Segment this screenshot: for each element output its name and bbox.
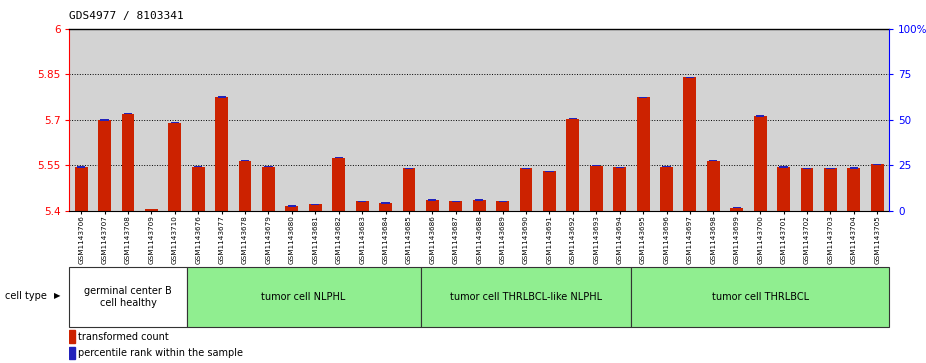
Bar bbox=[420, 267, 632, 327]
Bar bbox=[77, 166, 85, 167]
Bar bbox=[356, 201, 369, 211]
Bar bbox=[239, 160, 252, 211]
Bar bbox=[452, 201, 460, 202]
Bar bbox=[519, 168, 532, 211]
Bar bbox=[69, 347, 75, 359]
Bar bbox=[101, 119, 108, 121]
Bar bbox=[75, 167, 88, 211]
Bar bbox=[803, 168, 811, 169]
Bar bbox=[732, 207, 741, 208]
Bar bbox=[632, 267, 889, 327]
Bar bbox=[543, 171, 556, 211]
Text: transformed count: transformed count bbox=[78, 332, 169, 342]
Bar bbox=[847, 168, 860, 211]
Bar bbox=[169, 123, 181, 211]
Bar bbox=[593, 165, 600, 166]
Bar bbox=[332, 158, 345, 211]
Bar bbox=[801, 168, 813, 211]
Bar bbox=[382, 203, 390, 204]
Bar bbox=[662, 166, 670, 167]
Bar bbox=[98, 120, 111, 211]
Bar bbox=[475, 199, 483, 201]
Bar bbox=[616, 167, 624, 168]
Bar bbox=[403, 168, 416, 211]
Text: cell type: cell type bbox=[5, 291, 46, 301]
Bar bbox=[145, 209, 157, 211]
Bar bbox=[285, 206, 298, 211]
Bar bbox=[265, 166, 272, 167]
Bar bbox=[545, 171, 554, 172]
Bar bbox=[218, 97, 226, 98]
Bar bbox=[405, 168, 413, 169]
Bar bbox=[637, 97, 649, 211]
Bar bbox=[707, 160, 720, 211]
Bar bbox=[69, 330, 75, 343]
Bar bbox=[69, 267, 186, 327]
Bar bbox=[824, 168, 837, 211]
Bar bbox=[826, 168, 834, 169]
Bar bbox=[288, 205, 296, 207]
Bar bbox=[426, 200, 439, 211]
Bar bbox=[429, 199, 436, 200]
Text: tumor cell THRLBCL: tumor cell THRLBCL bbox=[711, 292, 808, 302]
Bar bbox=[449, 201, 462, 211]
Bar bbox=[660, 167, 673, 211]
Text: percentile rank within the sample: percentile rank within the sample bbox=[78, 348, 243, 358]
Bar bbox=[522, 168, 530, 169]
Bar bbox=[613, 167, 626, 211]
Bar bbox=[186, 267, 420, 327]
Bar bbox=[121, 114, 134, 211]
Bar bbox=[873, 164, 882, 165]
Bar bbox=[590, 166, 603, 211]
Bar bbox=[215, 97, 228, 211]
Bar bbox=[124, 113, 132, 114]
Bar bbox=[686, 77, 694, 78]
Bar bbox=[870, 164, 883, 211]
Bar bbox=[777, 167, 790, 211]
Bar bbox=[262, 167, 275, 211]
Bar bbox=[639, 97, 647, 98]
Bar bbox=[754, 116, 767, 211]
Bar bbox=[496, 201, 509, 211]
Text: tumor cell THRLBCL-like NLPHL: tumor cell THRLBCL-like NLPHL bbox=[450, 292, 602, 302]
Bar bbox=[473, 200, 485, 211]
Text: ▶: ▶ bbox=[54, 291, 60, 300]
Bar bbox=[850, 167, 857, 169]
Bar bbox=[731, 208, 744, 211]
Bar bbox=[567, 119, 580, 211]
Bar bbox=[334, 157, 343, 158]
Bar bbox=[757, 115, 764, 117]
Bar bbox=[192, 167, 205, 211]
Bar bbox=[498, 201, 507, 202]
Bar bbox=[309, 204, 321, 211]
Text: tumor cell NLPHL: tumor cell NLPHL bbox=[261, 292, 345, 302]
Text: germinal center B
cell healthy: germinal center B cell healthy bbox=[84, 286, 172, 307]
Bar bbox=[194, 166, 202, 167]
Bar bbox=[358, 201, 366, 202]
Bar bbox=[683, 77, 696, 211]
Bar bbox=[379, 203, 392, 211]
Bar bbox=[709, 160, 718, 162]
Text: GDS4977 / 8103341: GDS4977 / 8103341 bbox=[69, 11, 184, 21]
Bar bbox=[241, 160, 249, 161]
Bar bbox=[780, 167, 788, 168]
Bar bbox=[569, 118, 577, 119]
Bar bbox=[170, 122, 179, 123]
Bar bbox=[311, 204, 319, 205]
